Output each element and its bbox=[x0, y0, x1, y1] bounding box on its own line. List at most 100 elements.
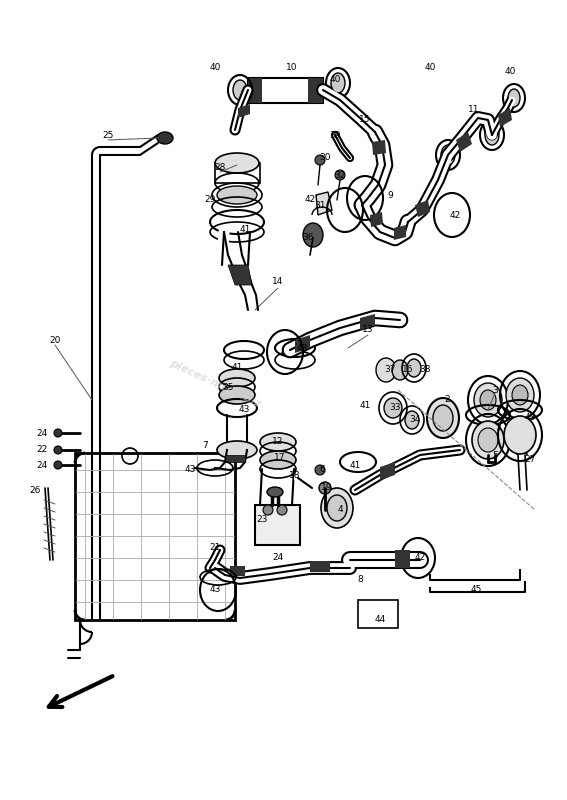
Text: 42: 42 bbox=[304, 195, 316, 205]
Polygon shape bbox=[228, 265, 252, 285]
Text: 11: 11 bbox=[468, 106, 480, 114]
Polygon shape bbox=[415, 200, 430, 217]
Text: 28: 28 bbox=[214, 163, 226, 173]
Polygon shape bbox=[380, 462, 395, 480]
Ellipse shape bbox=[315, 465, 325, 475]
Ellipse shape bbox=[54, 446, 62, 454]
Text: 27: 27 bbox=[524, 455, 536, 465]
Polygon shape bbox=[248, 78, 262, 103]
Ellipse shape bbox=[303, 223, 323, 247]
Polygon shape bbox=[456, 132, 472, 152]
Text: pieces-moto.biz: pieces-moto.biz bbox=[168, 358, 263, 410]
Ellipse shape bbox=[392, 360, 408, 380]
Text: 40: 40 bbox=[209, 63, 221, 73]
Text: 19: 19 bbox=[321, 483, 333, 493]
Polygon shape bbox=[372, 140, 386, 155]
Text: 34: 34 bbox=[409, 415, 421, 425]
Text: 37: 37 bbox=[384, 366, 396, 374]
Text: 40: 40 bbox=[424, 63, 435, 73]
Ellipse shape bbox=[219, 386, 255, 404]
Ellipse shape bbox=[217, 441, 257, 459]
Bar bbox=[255, 505, 300, 545]
Text: 39: 39 bbox=[329, 130, 341, 139]
Ellipse shape bbox=[263, 505, 273, 515]
Ellipse shape bbox=[260, 433, 296, 451]
Bar bbox=[215, 163, 260, 183]
Text: 4: 4 bbox=[337, 506, 343, 514]
Text: 7: 7 bbox=[202, 441, 208, 450]
Text: 44: 44 bbox=[374, 615, 386, 625]
Text: 33: 33 bbox=[390, 403, 401, 413]
Ellipse shape bbox=[215, 153, 259, 173]
Ellipse shape bbox=[480, 390, 496, 410]
Text: 23: 23 bbox=[256, 515, 268, 525]
Ellipse shape bbox=[407, 359, 421, 377]
Ellipse shape bbox=[327, 495, 347, 521]
Bar bbox=[75, 453, 235, 620]
Polygon shape bbox=[230, 566, 245, 576]
Text: 6: 6 bbox=[319, 466, 325, 474]
Text: 9: 9 bbox=[387, 190, 393, 199]
Ellipse shape bbox=[331, 73, 345, 93]
Polygon shape bbox=[498, 108, 512, 127]
Text: 43: 43 bbox=[184, 466, 196, 474]
Polygon shape bbox=[308, 78, 323, 103]
Ellipse shape bbox=[315, 155, 325, 165]
Ellipse shape bbox=[376, 358, 396, 382]
Ellipse shape bbox=[512, 385, 528, 405]
Text: 43: 43 bbox=[238, 406, 249, 414]
Text: 8: 8 bbox=[357, 575, 363, 585]
Text: 41: 41 bbox=[231, 363, 243, 373]
Text: 25: 25 bbox=[102, 130, 114, 139]
Ellipse shape bbox=[321, 488, 353, 528]
Text: 18: 18 bbox=[289, 470, 301, 479]
Text: 26: 26 bbox=[29, 486, 41, 494]
Ellipse shape bbox=[441, 145, 455, 165]
Polygon shape bbox=[360, 314, 375, 330]
Polygon shape bbox=[395, 550, 410, 568]
Polygon shape bbox=[295, 335, 310, 353]
Ellipse shape bbox=[219, 369, 255, 387]
Text: 30: 30 bbox=[319, 154, 331, 162]
Text: 17: 17 bbox=[274, 454, 286, 462]
Ellipse shape bbox=[260, 451, 296, 469]
Bar bbox=[248, 78, 323, 103]
Text: 40: 40 bbox=[329, 75, 341, 85]
Ellipse shape bbox=[485, 125, 499, 145]
Polygon shape bbox=[225, 455, 245, 462]
Ellipse shape bbox=[405, 411, 419, 429]
Polygon shape bbox=[316, 192, 332, 215]
Text: 12: 12 bbox=[272, 438, 284, 446]
Text: 13: 13 bbox=[362, 326, 374, 334]
Ellipse shape bbox=[277, 505, 287, 515]
Text: 16: 16 bbox=[402, 366, 414, 374]
Polygon shape bbox=[394, 225, 406, 240]
Text: 24: 24 bbox=[36, 429, 48, 438]
Text: 43: 43 bbox=[297, 343, 308, 353]
Text: 41: 41 bbox=[359, 401, 371, 410]
Ellipse shape bbox=[504, 416, 536, 454]
Text: 38: 38 bbox=[419, 366, 431, 374]
Ellipse shape bbox=[54, 429, 62, 437]
Text: 41: 41 bbox=[349, 461, 361, 470]
Text: 29: 29 bbox=[204, 195, 215, 205]
Text: 45: 45 bbox=[470, 586, 482, 594]
Polygon shape bbox=[238, 104, 250, 118]
Ellipse shape bbox=[217, 186, 257, 204]
Text: 36: 36 bbox=[302, 234, 314, 242]
Ellipse shape bbox=[335, 170, 345, 180]
Ellipse shape bbox=[474, 383, 502, 417]
Text: 24: 24 bbox=[272, 554, 284, 562]
Text: 32: 32 bbox=[335, 171, 346, 181]
Ellipse shape bbox=[319, 482, 331, 494]
Text: 5: 5 bbox=[492, 450, 498, 459]
Text: 41: 41 bbox=[239, 226, 251, 234]
Ellipse shape bbox=[427, 398, 459, 438]
Ellipse shape bbox=[478, 428, 498, 452]
Text: 43: 43 bbox=[209, 586, 221, 594]
Polygon shape bbox=[310, 561, 330, 572]
Text: 24: 24 bbox=[36, 461, 48, 470]
Ellipse shape bbox=[472, 421, 504, 459]
Ellipse shape bbox=[157, 132, 173, 144]
Text: 14: 14 bbox=[272, 278, 284, 286]
